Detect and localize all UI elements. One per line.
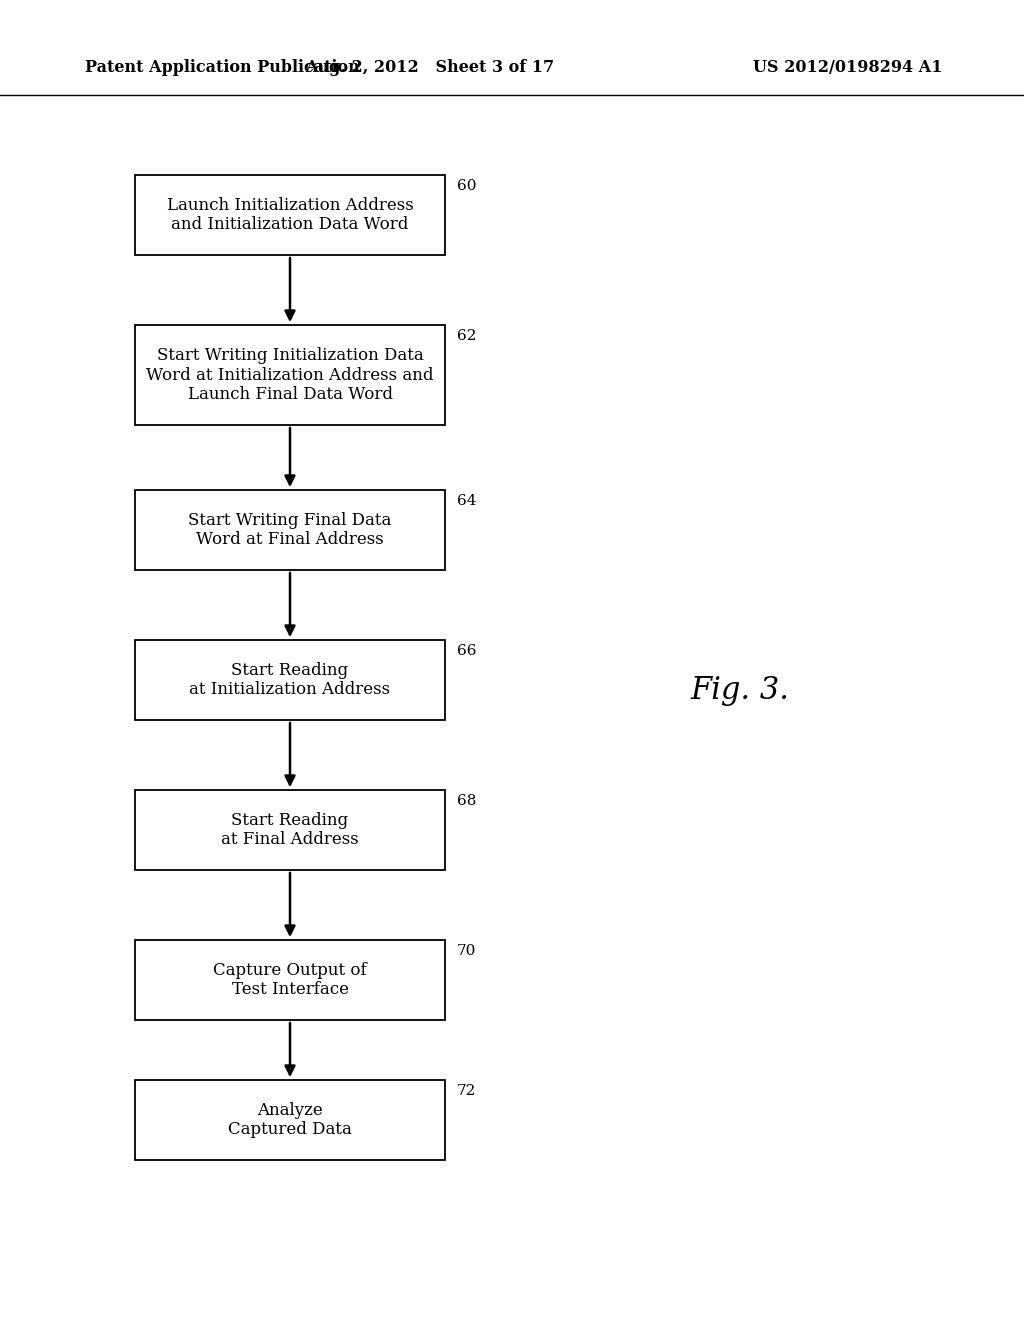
- FancyBboxPatch shape: [135, 940, 445, 1020]
- Text: 62: 62: [457, 329, 476, 343]
- Text: 66: 66: [457, 644, 476, 657]
- Text: Launch Initialization Address
and Initialization Data Word: Launch Initialization Address and Initia…: [167, 197, 414, 234]
- Text: 60: 60: [457, 180, 476, 193]
- Text: Patent Application Publication: Patent Application Publication: [85, 59, 359, 77]
- Text: US 2012/0198294 A1: US 2012/0198294 A1: [753, 59, 942, 77]
- Text: Aug. 2, 2012   Sheet 3 of 17: Aug. 2, 2012 Sheet 3 of 17: [305, 59, 555, 77]
- Text: 70: 70: [457, 944, 476, 958]
- FancyBboxPatch shape: [135, 490, 445, 570]
- Text: Fig. 3.: Fig. 3.: [690, 675, 790, 705]
- Text: 68: 68: [457, 795, 476, 808]
- Text: Start Writing Initialization Data
Word at Initialization Address and
Launch Fina: Start Writing Initialization Data Word a…: [146, 347, 434, 403]
- Text: 64: 64: [457, 494, 476, 508]
- FancyBboxPatch shape: [135, 1080, 445, 1160]
- FancyBboxPatch shape: [135, 325, 445, 425]
- Text: 72: 72: [457, 1084, 476, 1098]
- FancyBboxPatch shape: [135, 176, 445, 255]
- Text: Capture Output of
Test Interface: Capture Output of Test Interface: [213, 962, 367, 998]
- FancyBboxPatch shape: [135, 640, 445, 719]
- Text: Start Writing Final Data
Word at Final Address: Start Writing Final Data Word at Final A…: [188, 512, 392, 548]
- Text: Start Reading
at Final Address: Start Reading at Final Address: [221, 812, 358, 849]
- FancyBboxPatch shape: [135, 789, 445, 870]
- Text: Analyze
Captured Data: Analyze Captured Data: [228, 1102, 352, 1138]
- Text: Start Reading
at Initialization Address: Start Reading at Initialization Address: [189, 661, 390, 698]
